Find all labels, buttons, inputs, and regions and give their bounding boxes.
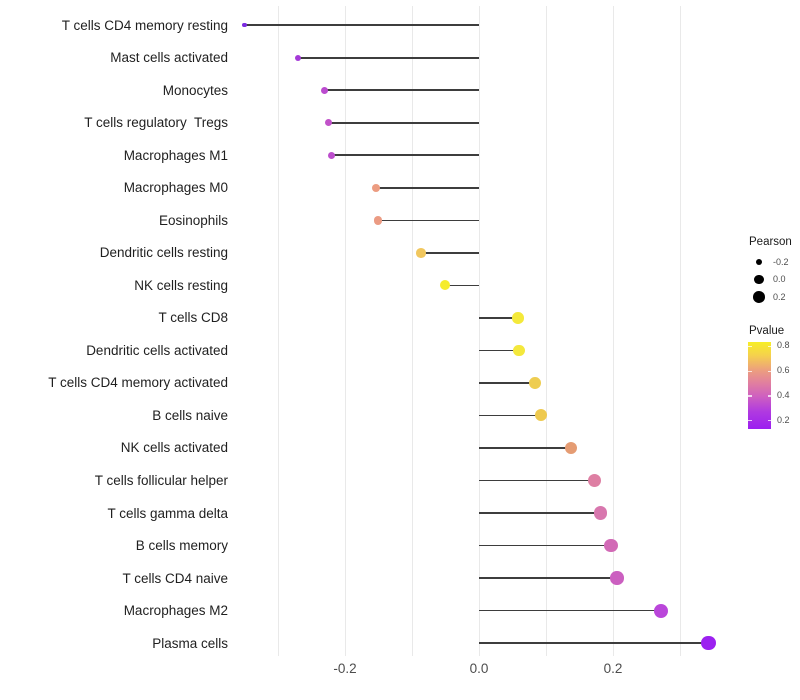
lollipop-stem bbox=[328, 121, 479, 124]
category-label: T cells CD4 memory resting bbox=[61, 17, 228, 33]
lollipop-dot bbox=[371, 183, 381, 193]
pvalue-legend-label: 0.4 bbox=[777, 389, 790, 400]
gridline bbox=[478, 6, 480, 656]
pvalue-legend-label: 0.2 bbox=[777, 414, 790, 425]
pvalue-tick-mark bbox=[748, 395, 752, 397]
category-label: T cells gamma delta bbox=[107, 505, 228, 521]
category-label: T cells regulatory Tregs bbox=[84, 115, 228, 131]
category-label: B cells memory bbox=[135, 538, 228, 554]
category-label: Macrophages M2 bbox=[123, 603, 228, 619]
lollipop-stem bbox=[479, 382, 536, 384]
lollipop-stem bbox=[479, 577, 618, 579]
category-label: Mast cells activated bbox=[110, 50, 228, 66]
pearson-legend-dot bbox=[755, 258, 763, 266]
lollipop-stem bbox=[479, 317, 518, 319]
lollipop-stem bbox=[479, 349, 520, 352]
pvalue-legend-label: 0.8 bbox=[777, 340, 790, 351]
lollipop-dot bbox=[610, 571, 624, 585]
category-label: Monocytes bbox=[162, 82, 228, 98]
pearson-legend-title: Pearson bbox=[749, 236, 792, 248]
lollipop-stem bbox=[331, 154, 479, 157]
x-axis-tick-label: -0.2 bbox=[333, 661, 357, 676]
x-axis-tick-label: 0.2 bbox=[603, 661, 623, 676]
lollipop-stem bbox=[479, 447, 571, 449]
lollipop-dot bbox=[373, 216, 383, 225]
lollipop-dot bbox=[512, 312, 524, 324]
category-label: Macrophages M1 bbox=[123, 147, 228, 163]
lollipop-dot bbox=[439, 280, 450, 291]
lollipop-dot bbox=[415, 248, 426, 258]
pvalue-legend-title: Pvalue bbox=[749, 325, 785, 337]
lollipop-dot bbox=[700, 635, 716, 651]
category-label: T cells CD4 naive bbox=[122, 570, 228, 586]
pvalue-legend-label: 0.6 bbox=[777, 365, 790, 376]
pearson-legend-dot bbox=[753, 291, 765, 303]
pearson-legend-label: 0.2 bbox=[773, 291, 786, 302]
lollipop-stem bbox=[444, 284, 479, 287]
pvalue-gradient-bar bbox=[748, 342, 771, 429]
lollipop-stem bbox=[375, 187, 479, 189]
pvalue-tick-mark bbox=[767, 395, 771, 397]
pvalue-tick-mark bbox=[767, 345, 771, 347]
category-label: T cells follicular helper bbox=[94, 472, 228, 488]
category-label: Eosinophils bbox=[158, 212, 228, 228]
gridline bbox=[411, 6, 413, 656]
gridline bbox=[277, 6, 279, 656]
gridline bbox=[612, 6, 614, 656]
category-label: Macrophages M0 bbox=[123, 180, 228, 196]
lollipop-dot bbox=[564, 441, 578, 455]
category-label: Plasma cells bbox=[152, 635, 228, 651]
lollipop-stem bbox=[479, 414, 542, 417]
lollipop-dot bbox=[242, 23, 247, 28]
lollipop-stem bbox=[479, 609, 662, 612]
pvalue-tick-mark bbox=[748, 420, 752, 422]
pvalue-tick-mark bbox=[767, 420, 771, 422]
category-label: Dendritic cells activated bbox=[86, 342, 228, 358]
gridline bbox=[545, 6, 547, 656]
pvalue-tick-mark bbox=[767, 370, 771, 372]
lollipop-stem bbox=[479, 512, 601, 514]
lollipop-dot bbox=[327, 151, 336, 159]
lollipop-stem bbox=[324, 89, 479, 92]
lollipop-dot bbox=[593, 506, 607, 520]
lollipop-dot bbox=[321, 86, 329, 94]
lollipop-stem bbox=[479, 479, 595, 482]
gridline bbox=[344, 6, 346, 656]
category-label: Dendritic cells resting bbox=[99, 245, 228, 261]
pearson-legend-label: 0.0 bbox=[773, 274, 786, 284]
lollipop-dot bbox=[513, 344, 525, 357]
pvalue-tick-mark bbox=[748, 370, 752, 372]
lollipop-dot bbox=[587, 473, 601, 487]
lollipop-stem bbox=[298, 56, 479, 59]
x-axis-tick-label: 0.0 bbox=[469, 661, 489, 676]
pearson-legend-label: -0.2 bbox=[773, 256, 789, 267]
lollipop-stem bbox=[244, 24, 479, 26]
lollipop-stem bbox=[479, 642, 709, 644]
pvalue-tick-mark bbox=[748, 345, 752, 347]
category-label: B cells naive bbox=[152, 407, 228, 423]
category-label: NK cells resting bbox=[134, 277, 228, 293]
category-label: NK cells activated bbox=[120, 440, 228, 456]
lollipop-dot bbox=[654, 603, 669, 618]
gridline bbox=[679, 6, 681, 656]
lollipop-dot bbox=[294, 54, 302, 61]
category-label: T cells CD8 bbox=[158, 310, 228, 326]
lollipop-stem bbox=[479, 544, 611, 547]
lollipop-stem bbox=[377, 219, 479, 222]
pearson-legend-dot bbox=[754, 274, 764, 285]
lollipop-dot bbox=[324, 119, 332, 127]
lollipop-dot bbox=[604, 538, 618, 553]
category-label: T cells CD4 memory activated bbox=[48, 375, 228, 391]
lollipop-dot bbox=[529, 376, 542, 389]
lollipop-stem bbox=[420, 252, 479, 254]
lollipop-dot bbox=[535, 409, 548, 422]
